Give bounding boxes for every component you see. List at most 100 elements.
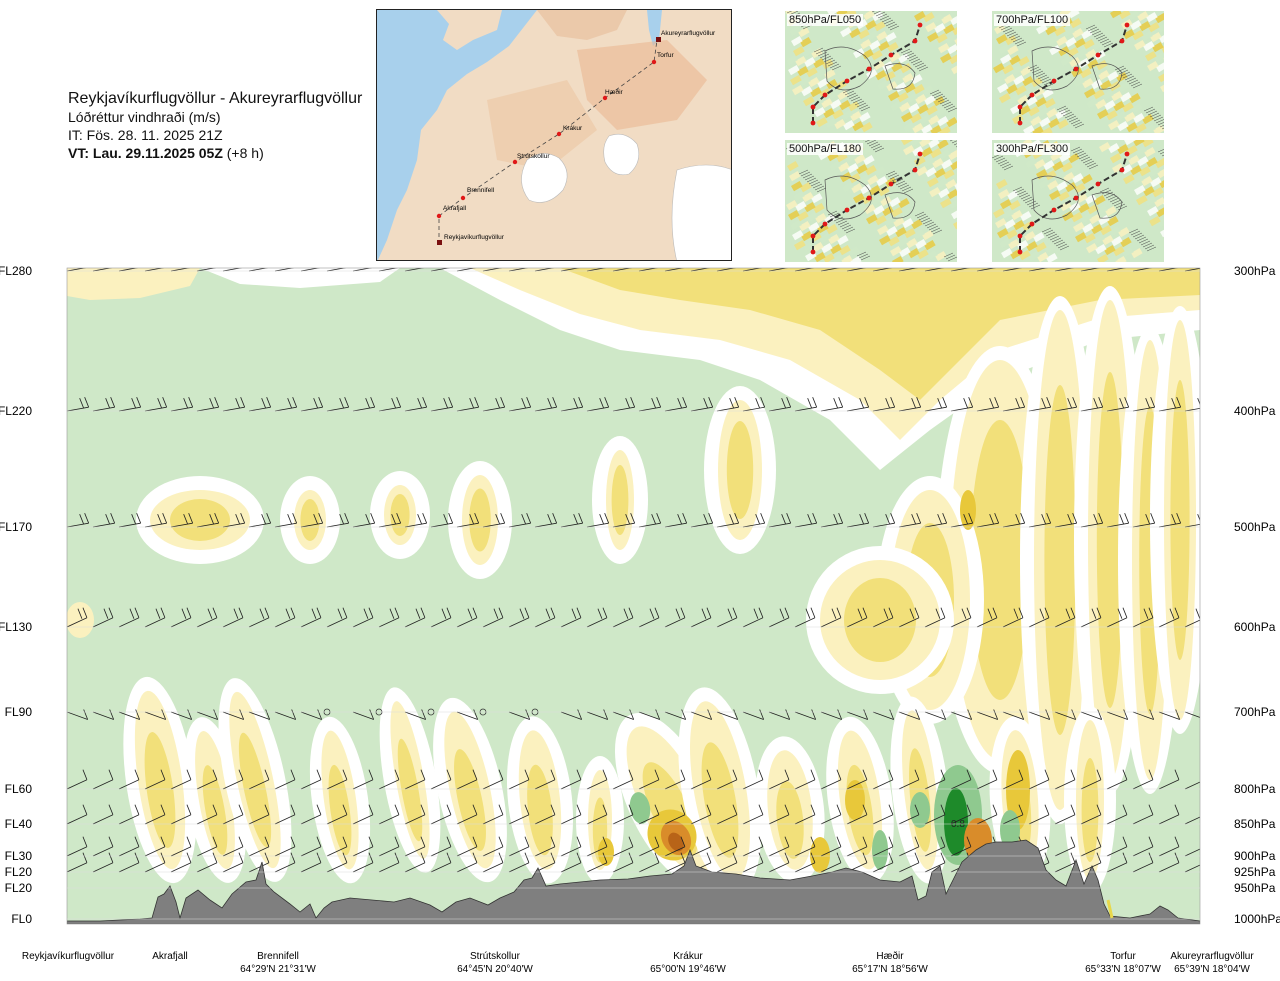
wind-barb xyxy=(1054,607,1076,628)
wind-barb xyxy=(430,769,452,790)
wind-barb xyxy=(924,836,946,857)
wind-barb xyxy=(846,513,870,528)
contour-region xyxy=(328,764,352,856)
wind-barb xyxy=(144,513,168,528)
wind-barb xyxy=(1080,607,1102,628)
wind-barb xyxy=(1184,514,1200,528)
wind-barb xyxy=(482,268,503,272)
wind-barb xyxy=(248,804,270,825)
contour-region xyxy=(67,268,200,300)
wind-barb xyxy=(92,804,114,825)
wind-barb xyxy=(872,836,894,857)
wind-barb xyxy=(1184,268,1200,272)
wind-barb xyxy=(274,769,296,790)
wind-barb xyxy=(170,709,193,720)
map-label-strutskollur: Strútskollur xyxy=(517,153,550,160)
flight-level-label: FL220 xyxy=(0,404,32,418)
issue-time: IT: Fös. 28. 11. 2025 21Z xyxy=(68,127,223,143)
wind-barb xyxy=(742,397,766,412)
wind-barb xyxy=(664,513,688,528)
wind-barb xyxy=(664,852,686,873)
minimap-500-label: 500hPa/FL180 xyxy=(787,143,864,155)
wind-barb xyxy=(300,836,322,857)
wind-barb xyxy=(248,709,271,720)
wind-barb xyxy=(456,397,480,412)
wind-barb xyxy=(92,513,116,528)
wind-barb xyxy=(1106,836,1128,857)
wind-barb xyxy=(820,836,842,857)
map-label-torfur: Torfur xyxy=(657,52,674,59)
wind-barb xyxy=(508,268,529,272)
wind-barb xyxy=(1054,709,1077,720)
wind-barb xyxy=(482,513,506,528)
flight-level-label: FL40 xyxy=(5,817,33,831)
wind-barb xyxy=(1132,513,1156,528)
contour-region xyxy=(200,268,400,288)
wind-barb xyxy=(638,836,660,857)
flight-level-label: FL20 xyxy=(5,881,33,895)
wind-barb xyxy=(846,607,868,628)
wind-barb xyxy=(950,607,972,628)
wind-barb xyxy=(950,804,972,825)
contour-region xyxy=(527,764,553,856)
wind-barb xyxy=(794,268,815,272)
wind-barb xyxy=(222,836,244,857)
wind-barb xyxy=(924,607,946,628)
flight-level-label: FL130 xyxy=(0,620,32,634)
waypoint-coordinate: 65°33'N 18°07'W xyxy=(1085,964,1161,975)
wind-barb xyxy=(248,268,269,272)
wind-barb xyxy=(1080,709,1103,720)
wind-barb xyxy=(1184,398,1200,412)
contour-region xyxy=(1081,758,1099,862)
wind-barb xyxy=(846,397,870,412)
terrain-profile xyxy=(67,839,1200,924)
wind-barb xyxy=(768,268,789,272)
wind-barb xyxy=(274,397,298,412)
wind-barb xyxy=(976,268,997,272)
flight-level-label: FL20 xyxy=(5,865,33,879)
contour-region xyxy=(844,578,916,662)
minimap-300-svg xyxy=(992,140,1164,262)
minimap-850-svg xyxy=(785,11,957,133)
contour-region xyxy=(397,738,423,842)
wind-barb xyxy=(1158,709,1181,720)
pressure-level-label: 800hPa xyxy=(1234,782,1276,796)
waypoint-axis: Reykjavíkurflugvöllur Akrafjall Brennifell… xyxy=(22,950,1254,975)
wind-barb xyxy=(456,513,480,528)
wind-barb xyxy=(846,268,867,272)
wind-barb xyxy=(820,607,842,628)
wind-barb xyxy=(378,607,400,628)
wind-barb xyxy=(846,836,868,857)
wind-barb xyxy=(430,836,452,857)
wind-barb xyxy=(378,836,400,857)
wind-barb xyxy=(1002,769,1024,790)
wind-barb xyxy=(586,268,607,272)
wind-barb xyxy=(92,397,116,412)
wind-barb xyxy=(976,397,1000,412)
wind-barb xyxy=(1028,804,1050,825)
wind-barb xyxy=(742,852,764,873)
contour-region xyxy=(390,494,410,536)
wind-barb xyxy=(144,804,166,825)
wind-barb xyxy=(742,836,764,857)
wind-barb xyxy=(612,607,634,628)
wind-barb xyxy=(300,397,324,412)
wind-barb xyxy=(1054,852,1076,873)
wind-barb xyxy=(1002,709,1025,720)
wind-barb xyxy=(1054,268,1075,272)
wind-barb xyxy=(638,513,662,528)
left-axis-flight-levels: FL280 FL220 FL170 FL130 FL90 FL60 FL40 FL30 FL20… xyxy=(0,264,1200,926)
wind-barb xyxy=(794,513,818,528)
wind-barb xyxy=(950,836,972,857)
wind-barb xyxy=(300,804,322,825)
plot-frame xyxy=(66,267,1201,925)
wind-barb xyxy=(690,268,711,272)
wind-barb xyxy=(664,709,687,720)
wind-barb xyxy=(170,513,194,528)
wind-barb xyxy=(820,709,843,720)
wind-barb xyxy=(794,852,816,873)
contour-region xyxy=(910,792,930,828)
wind-barb xyxy=(898,769,920,790)
wind-barb xyxy=(170,607,192,628)
wind-barb xyxy=(170,852,192,873)
